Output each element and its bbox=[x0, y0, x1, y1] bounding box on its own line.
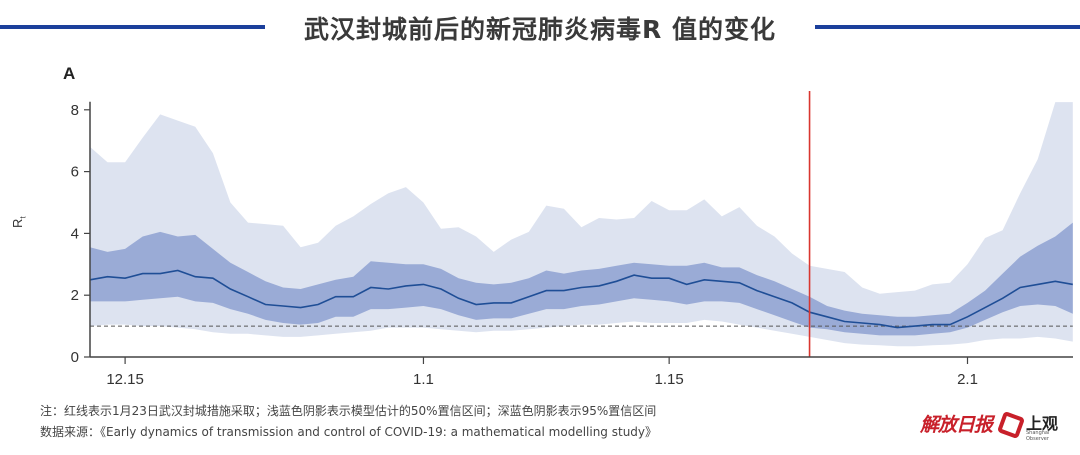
y-tick-label: 4 bbox=[71, 225, 79, 242]
chart-note: 注：红线表示1月23日武汉封城措施采取；浅蓝色阴影表示模型估计的50%置信区间；… bbox=[40, 404, 657, 418]
chart-title: 武汉封城前后的新冠肺炎病毒R 值的变化 bbox=[304, 15, 776, 44]
panel-label: A bbox=[63, 64, 76, 83]
shanghai-observer-ring-icon bbox=[996, 410, 1026, 440]
y-tick-label: 8 bbox=[71, 102, 79, 119]
shanghai-observer-name: 上观 bbox=[1026, 414, 1059, 433]
title-bar: 武汉封城前后的新冠肺炎病毒R 值的变化 bbox=[0, 0, 1080, 56]
shanghai-observer-subtitle: Shanghai Observer bbox=[1026, 430, 1050, 442]
data-source: 数据来源：《Early dynamics of transmission and… bbox=[40, 425, 658, 439]
shanghai-observer-logo: 上观 Shanghai Observer bbox=[996, 410, 1070, 442]
inner-confidence-band bbox=[90, 222, 1073, 336]
axes: 0 2 4 6 8 12.15 1.1 1.15 2.1 bbox=[71, 101, 1073, 388]
publisher-logos: 解放日报 上观 Shanghai Observer bbox=[920, 410, 1070, 442]
rt-chart: 0 2 4 6 8 12.15 1.1 1.15 2.1 bbox=[71, 91, 1073, 388]
x-tick-label: 1.1 bbox=[413, 371, 434, 388]
jiefang-daily-logo: 解放日报 bbox=[920, 414, 993, 436]
median-rt-line bbox=[89, 269, 1073, 329]
title-rule-left bbox=[0, 25, 265, 29]
x-tick-label: 1.15 bbox=[655, 371, 684, 388]
x-tick-label: 2.1 bbox=[957, 371, 978, 388]
x-tick-label: 12.15 bbox=[106, 371, 144, 388]
y-tick-label: 2 bbox=[71, 287, 79, 304]
y-tick-label: 6 bbox=[71, 164, 79, 181]
y-tick-label: 0 bbox=[71, 349, 79, 366]
title-rule-right bbox=[815, 25, 1080, 29]
